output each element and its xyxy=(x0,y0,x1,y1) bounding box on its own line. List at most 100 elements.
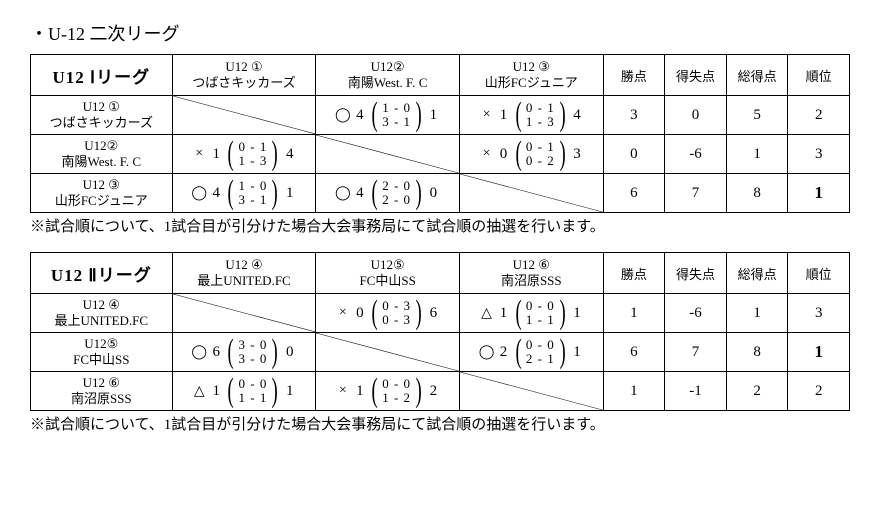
row-team-header: U12 ③山形FCジュニア xyxy=(31,174,173,213)
self-match-cell xyxy=(172,96,316,135)
stat-rank: 2 xyxy=(788,372,850,411)
column-team-header: U12 ③山形FCジュニア xyxy=(459,55,603,96)
stat-gf: 8 xyxy=(726,333,788,372)
result-symbol: × xyxy=(479,107,495,123)
row-team-header: U12 ①つばさキッカーズ xyxy=(31,96,173,135)
column-team-header: U12 ④最上UNITED.FC xyxy=(172,253,316,294)
result-symbol: × xyxy=(191,146,207,162)
match-cell: △1(0 - 01 - 1)1 xyxy=(172,372,316,411)
aggregate-score-b: 4 xyxy=(570,107,584,124)
match-scores: 0 - 01 - 2 xyxy=(382,377,411,404)
stat-pts: 0 xyxy=(603,135,665,174)
match-scores: 0 - 30 - 3 xyxy=(382,299,411,326)
stat-rank: 1 xyxy=(788,333,850,372)
league-table: U12 ⅡリーグU12 ④最上UNITED.FCU12⑤FC中山SSU12 ⑥南… xyxy=(30,252,850,411)
match-cell: △1(0 - 01 - 1)1 xyxy=(459,294,603,333)
footnote: ※試合順について、1試合目が引分けた場合大会事務局にて試合順の抽選を行います。 xyxy=(30,413,846,434)
stat-gd: -1 xyxy=(665,372,727,411)
self-match-cell xyxy=(172,294,316,333)
stat-header: 総得点 xyxy=(726,55,788,96)
stat-gf: 8 xyxy=(726,174,788,213)
table-row: U12 ④最上UNITED.FC×0(0 - 30 - 3)6△1(0 - 01… xyxy=(31,294,850,333)
stat-rank: 3 xyxy=(788,294,850,333)
aggregate-score-a: 4 xyxy=(353,185,367,202)
aggregate-score-b: 6 xyxy=(426,305,440,322)
league-table: U12 ⅠリーグU12 ①つばさキッカーズU12②南陽West. F. CU12… xyxy=(30,54,850,213)
match-cell: ◯4(1 - 03 - 1)1 xyxy=(316,96,460,135)
match-cell: ×1(0 - 11 - 3)4 xyxy=(459,96,603,135)
match-scores: 0 - 10 - 2 xyxy=(526,140,555,167)
table-row: U12⑤FC中山SS◯6(3 - 03 - 0)0◯2(0 - 02 - 1)1… xyxy=(31,333,850,372)
self-match-cell xyxy=(316,333,460,372)
match-scores: 0 - 02 - 1 xyxy=(526,338,555,365)
aggregate-score-a: 1 xyxy=(209,146,223,163)
column-team-header: U12⑤FC中山SS xyxy=(316,253,460,294)
aggregate-score-a: 4 xyxy=(209,185,223,202)
result-symbol: △ xyxy=(191,383,207,400)
result-symbol: ◯ xyxy=(479,344,495,361)
aggregate-score-a: 0 xyxy=(497,146,511,163)
stat-header: 勝点 xyxy=(603,253,665,294)
row-team-header: U12②南陽West. F. C xyxy=(31,135,173,174)
aggregate-score-b: 1 xyxy=(570,305,584,322)
stat-header: 得失点 xyxy=(665,253,727,294)
aggregate-score-b: 0 xyxy=(426,185,440,202)
self-match-cell xyxy=(316,135,460,174)
match-cell: ◯4(1 - 03 - 1)1 xyxy=(172,174,316,213)
page-title: ・U-12 二次リーグ xyxy=(30,20,846,46)
league-name: U12 Ⅰリーグ xyxy=(31,55,173,96)
aggregate-score-a: 2 xyxy=(497,344,511,361)
stat-gd: 7 xyxy=(665,174,727,213)
match-cell: ×1(0 - 01 - 2)2 xyxy=(316,372,460,411)
aggregate-score-b: 2 xyxy=(426,383,440,400)
match-scores: 1 - 03 - 1 xyxy=(239,179,268,206)
stat-gd: -6 xyxy=(665,294,727,333)
stat-gf: 1 xyxy=(726,135,788,174)
aggregate-score-a: 1 xyxy=(353,383,367,400)
stat-header: 順位 xyxy=(788,253,850,294)
match-scores: 0 - 11 - 3 xyxy=(239,140,268,167)
stat-gd: -6 xyxy=(665,135,727,174)
self-match-cell xyxy=(459,372,603,411)
result-symbol: ◯ xyxy=(335,185,351,202)
stat-pts: 3 xyxy=(603,96,665,135)
aggregate-score-a: 6 xyxy=(209,344,223,361)
match-scores: 3 - 03 - 0 xyxy=(239,338,268,365)
aggregate-score-a: 1 xyxy=(497,305,511,322)
aggregate-score-a: 0 xyxy=(353,305,367,322)
table-row: U12 ③山形FCジュニア◯4(1 - 03 - 1)1◯4(2 - 02 - … xyxy=(31,174,850,213)
aggregate-score-b: 1 xyxy=(283,185,297,202)
stat-header: 総得点 xyxy=(726,253,788,294)
stat-gd: 0 xyxy=(665,96,727,135)
aggregate-score-a: 1 xyxy=(497,107,511,124)
match-cell: ×1(0 - 11 - 3)4 xyxy=(172,135,316,174)
match-scores: 0 - 11 - 3 xyxy=(526,101,555,128)
league-name: U12 Ⅱリーグ xyxy=(31,253,173,294)
column-team-header: U12 ⑥南沼原SSS xyxy=(459,253,603,294)
table-row: U12 ①つばさキッカーズ ◯4(1 - 03 - 1)1×1(0 - 11 - … xyxy=(31,96,850,135)
stat-rank: 3 xyxy=(788,135,850,174)
match-scores: 0 - 01 - 1 xyxy=(526,299,555,326)
aggregate-score-b: 1 xyxy=(426,107,440,124)
column-team-header: U12 ①つばさキッカーズ xyxy=(172,55,316,96)
stat-header: 順位 xyxy=(788,55,850,96)
row-team-header: U12 ④最上UNITED.FC xyxy=(31,294,173,333)
stat-pts: 6 xyxy=(603,174,665,213)
aggregate-score-b: 1 xyxy=(283,383,297,400)
footnote: ※試合順について、1試合目が引分けた場合大会事務局にて試合順の抽選を行います。 xyxy=(30,215,846,236)
result-symbol: ◯ xyxy=(191,344,207,361)
row-team-header: U12 ⑥南沼原SSS xyxy=(31,372,173,411)
stat-gf: 5 xyxy=(726,96,788,135)
stat-rank: 2 xyxy=(788,96,850,135)
self-match-cell xyxy=(459,174,603,213)
result-symbol: × xyxy=(479,146,495,162)
table-row: U12②南陽West. F. C×1(0 - 11 - 3)4×0(0 - 10… xyxy=(31,135,850,174)
stat-header: 得失点 xyxy=(665,55,727,96)
stat-gd: 7 xyxy=(665,333,727,372)
stat-pts: 6 xyxy=(603,333,665,372)
stat-pts: 1 xyxy=(603,372,665,411)
match-scores: 1 - 03 - 1 xyxy=(382,101,411,128)
match-scores: 0 - 01 - 1 xyxy=(239,377,268,404)
stat-gf: 1 xyxy=(726,294,788,333)
aggregate-score-b: 4 xyxy=(283,146,297,163)
